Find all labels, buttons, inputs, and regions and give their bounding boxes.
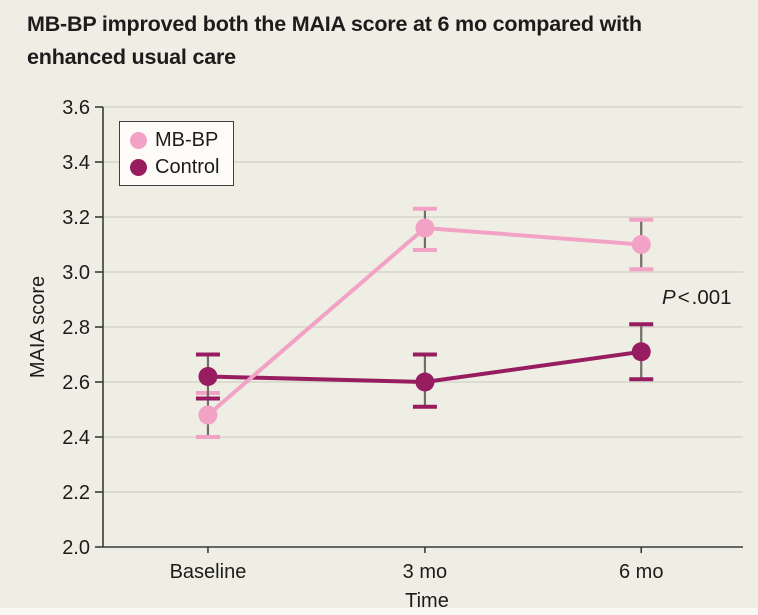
- x-axis-title: Time: [405, 590, 449, 612]
- mb-bp-point: [415, 218, 435, 238]
- mb-bp-point: [631, 235, 651, 254]
- legend-swatch-control: [130, 158, 147, 176]
- x-tick-label: 6 mo: [619, 561, 663, 583]
- x-tick-label: 3 mo: [403, 561, 447, 583]
- p-value-symbol: P: [662, 286, 676, 309]
- legend-label-mb-bp: MB-BP: [155, 129, 219, 151]
- y-tick-label: 3.2: [62, 207, 90, 229]
- y-tick-label: 3.0: [62, 262, 90, 284]
- x-tick-label: Baseline: [170, 561, 247, 583]
- legend-item-mb-bp: MB-BP: [130, 128, 219, 152]
- control-point: [198, 367, 218, 386]
- y-tick-label: 3.6: [62, 97, 90, 119]
- mb-bp-point: [198, 405, 218, 425]
- control-point: [415, 372, 435, 392]
- figure-title: MB-BP improved both the MAIA score at 6 …: [27, 8, 642, 74]
- y-tick-label: 2.0: [62, 537, 90, 559]
- p-value-number: .001: [691, 286, 732, 309]
- control-point: [631, 342, 651, 362]
- p-value-operator: <: [677, 286, 690, 309]
- y-tick-label: 2.6: [62, 372, 90, 394]
- bottom-strip: [0, 608, 758, 615]
- legend-label-control: Control: [155, 156, 220, 178]
- y-axis-title: MAIA score: [27, 276, 49, 378]
- p-value-annotation: P<.001: [662, 286, 732, 310]
- chart-legend: MB-BP Control: [119, 121, 235, 186]
- figure-title-line-1: MB-BP improved both the MAIA score at 6 …: [27, 12, 642, 36]
- y-tick-label: 2.4: [62, 427, 90, 449]
- figure-title-line-2: enhanced usual care: [27, 45, 236, 69]
- legend-item-control: Control: [130, 155, 219, 179]
- y-tick-label: 2.8: [62, 317, 90, 339]
- y-tick-label: 2.2: [62, 482, 90, 504]
- y-tick-label: 3.4: [62, 152, 90, 174]
- legend-swatch-mb-bp: [130, 131, 147, 149]
